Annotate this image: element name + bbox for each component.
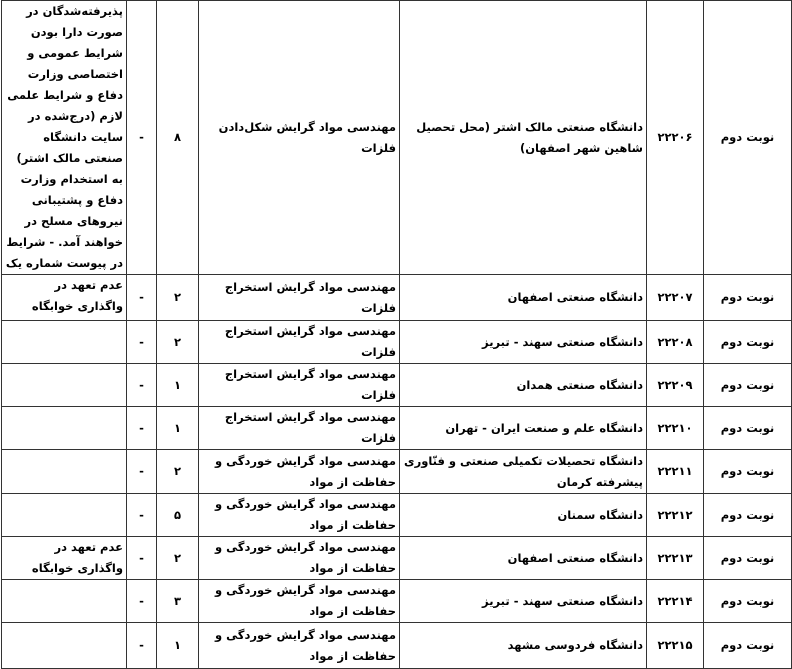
cell-major: مهندسی مواد گرایش استخراج فلزات [198,274,400,321]
cell-code: ۲۲۲۱۳ [646,536,704,580]
cell-capacity: ۲ [156,536,199,580]
cell-dash: - [126,579,157,623]
cell-dash: - [126,622,157,669]
cell-capacity: ۸ [156,0,199,275]
cell-turn: نوبت دوم [703,363,792,407]
cell-capacity: ۱ [156,622,199,669]
cell-capacity: ۵ [156,493,199,537]
cell-dash: - [126,406,157,450]
cell-turn: نوبت دوم [703,0,792,275]
cell-university: دانشگاه علم و صنعت ایران - تهران [399,406,647,450]
cell-notes [1,406,127,450]
table-row: نوبت دوم ۲۲۲۱۲ دانشگاه سمنان مهندسی مواد گر… [1,493,792,537]
table-row: نوبت دوم ۲۲۲۰۹ دانشگاه صنعتی همدان مهندسی م… [1,363,792,407]
cell-notes [1,320,127,364]
cell-major: مهندسی مواد گرایش شکل‌دادن فلزات [198,0,400,275]
cell-code: ۲۲۲۱۴ [646,579,704,623]
cell-code: ۲۲۲۱۱ [646,449,704,494]
table-row: نوبت دوم ۲۲۲۱۱ دانشگاه تحصیلات تکمیلی صنعت… [1,449,792,494]
cell-major: مهندسی مواد گرایش استخراج فلزات [198,320,400,364]
cell-capacity: ۲ [156,320,199,364]
cell-university: دانشگاه صنعتی سهند - تبریز [399,320,647,364]
table-row: نوبت دوم ۲۲۲۱۴ دانشگاه صنعتی سهند - تبریز م… [1,579,792,623]
cell-turn: نوبت دوم [703,320,792,364]
cell-dash: - [126,363,157,407]
cell-dash: - [126,0,157,275]
cell-code: ۲۲۲۰۶ [646,0,704,275]
cell-capacity: ۲ [156,274,199,321]
cell-university: دانشگاه صنعتی سهند - تبریز [399,579,647,623]
cell-capacity: ۳ [156,579,199,623]
cell-major: مهندسی مواد گرایش استخراج فلزات [198,363,400,407]
table-row: نوبت دوم ۲۲۲۰۷ دانشگاه صنعتی اصفهان مهندسی … [1,274,792,321]
cell-notes [1,449,127,494]
cell-code: ۲۲۲۱۲ [646,493,704,537]
cell-notes: پذیرفته‌شدگان در صورت دارا بودن شرایط عم… [1,0,127,275]
cell-university: دانشگاه صنعتی اصفهان [399,274,647,321]
cell-university: دانشگاه تحصیلات تکمیلی صنعتی و فنّاوری پ… [399,449,647,494]
cell-turn: نوبت دوم [703,579,792,623]
table-row: نوبت دوم ۲۲۲۱۳ دانشگاه صنعتی اصفهان مهندسی … [1,536,792,580]
table-row: نوبت دوم ۲۲۲۱۵ دانشگاه فردوسی مشهد مهندسی م… [1,622,792,669]
cell-code: ۲۲۲۰۷ [646,274,704,321]
cell-dash: - [126,320,157,364]
cell-dash: - [126,449,157,494]
cell-notes: عدم تعهد در واگذاری خوابگاه [1,536,127,580]
cell-major: مهندسی مواد گرایش خوردگی و حفاظت از مواد [198,579,400,623]
cell-university: دانشگاه صنعتی اصفهان [399,536,647,580]
cell-dash: - [126,536,157,580]
cell-university: دانشگاه سمنان [399,493,647,537]
cell-university: دانشگاه فردوسی مشهد [399,622,647,669]
cell-turn: نوبت دوم [703,449,792,494]
cell-capacity: ۱ [156,363,199,407]
cell-notes [1,493,127,537]
cell-turn: نوبت دوم [703,406,792,450]
cell-notes: عدم تعهد در واگذاری خوابگاه [1,274,127,321]
table-row: نوبت دوم ۲۲۲۰۸ دانشگاه صنعتی سهند - تبریز م… [1,320,792,364]
cell-turn: نوبت دوم [703,274,792,321]
cell-university: دانشگاه صنعتی مالک اشتر (محل تحصیل شاهین… [399,0,647,275]
cell-dash: - [126,493,157,537]
cell-turn: نوبت دوم [703,622,792,669]
cell-major: مهندسی مواد گرایش خوردگی و حفاظت از مواد [198,493,400,537]
cell-major: مهندسی مواد گرایش خوردگی و حفاظت از مواد [198,536,400,580]
cell-major: مهندسی مواد گرایش استخراج فلزات [198,406,400,450]
cell-notes [1,622,127,669]
cell-code: ۲۲۲۱۵ [646,622,704,669]
cell-major: مهندسی مواد گرایش خوردگی و حفاظت از مواد [198,622,400,669]
table-row: نوبت دوم ۲۲۲۱۰ دانشگاه علم و صنعت ایران - … [1,406,792,450]
cell-code: ۲۲۲۰۸ [646,320,704,364]
cell-turn: نوبت دوم [703,493,792,537]
cell-major: مهندسی مواد گرایش خوردگی و حفاظت از مواد [198,449,400,494]
cell-notes [1,363,127,407]
cell-turn: نوبت دوم [703,536,792,580]
cell-dash: - [126,274,157,321]
cell-capacity: ۲ [156,449,199,494]
cell-code: ۲۲۲۰۹ [646,363,704,407]
cell-code: ۲۲۲۱۰ [646,406,704,450]
cell-capacity: ۱ [156,406,199,450]
cell-notes [1,579,127,623]
table-row: نوبت دوم ۲۲۲۰۶ دانشگاه صنعتی مالک اشتر (مح… [1,0,792,275]
cell-university: دانشگاه صنعتی همدان [399,363,647,407]
